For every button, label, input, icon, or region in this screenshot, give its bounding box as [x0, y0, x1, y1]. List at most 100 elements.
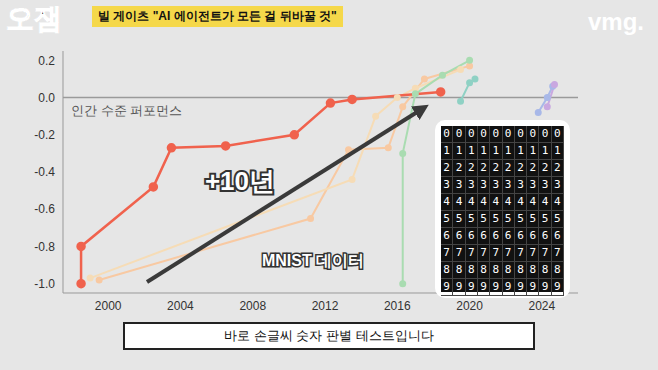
- svg-text:-0.2: -0.2: [34, 128, 55, 142]
- html-text:3: 3: [443, 178, 450, 191]
- html-text:0: 0: [541, 127, 549, 140]
- svg-text:-1.0: -1.0: [34, 277, 55, 291]
- html-text:1: 1: [541, 144, 549, 157]
- html-text:5: 5: [541, 212, 549, 225]
- html-text:4: 4: [554, 195, 561, 208]
- html-text:2: 2: [541, 161, 549, 174]
- html-text:오잼: 오잼: [6, 3, 62, 34]
- html-text:9 9: 9 9: [455, 280, 475, 293]
- html-text:2: 2: [443, 161, 450, 174]
- svg-text:0.0: 0.0: [38, 91, 55, 105]
- html-text:2 2: 2 2: [492, 161, 512, 174]
- html-text:5 5: 5 5: [492, 212, 512, 225]
- html-text:1: 1: [517, 144, 524, 157]
- html-text:8: 8: [554, 263, 561, 276]
- html-text:1: 1: [554, 144, 561, 157]
- html-text:9: 9: [541, 280, 549, 293]
- html-text:3: 3: [529, 178, 536, 191]
- html-text:3: 3: [554, 178, 561, 191]
- html-text:5: 5: [443, 212, 450, 225]
- html-text:0: 0: [529, 127, 536, 140]
- html-text:빌 게이츠 "AI 에이전트가 모든 걸 뒤바꿀 것": 빌 게이츠 "AI 에이전트가 모든 걸 뒤바꿀 것": [98, 9, 337, 23]
- html-text:vmg.: vmg.: [588, 8, 644, 35]
- html-text:9: 9: [517, 280, 524, 293]
- html-text:0 0: 0 0: [492, 127, 512, 140]
- html-text:4: 4: [443, 195, 450, 208]
- html-text:2: 2: [554, 161, 561, 174]
- html-text:3: 3: [517, 178, 524, 191]
- html-text:3 3: 3 3: [492, 178, 512, 191]
- html-text:5 5: 5 5: [455, 212, 475, 225]
- html-text:0: 0: [517, 127, 524, 140]
- html-text:0: 0: [443, 127, 450, 140]
- svg-text:-0.6: -0.6: [34, 202, 55, 216]
- html-text:9: 9: [443, 280, 450, 293]
- html-text:9: 9: [529, 280, 536, 293]
- svg-text:-0.4: -0.4: [34, 165, 55, 179]
- html-text:7: 7: [554, 246, 561, 259]
- svg-text:2004: 2004: [167, 299, 194, 313]
- html-text:5: 5: [529, 212, 536, 225]
- html-text:3: 3: [541, 178, 549, 191]
- html-text:8: 8: [541, 263, 549, 276]
- html-text:8: 8: [480, 263, 487, 276]
- html-text:7: 7: [529, 246, 536, 259]
- html-text:9: 9: [480, 280, 487, 293]
- html-text:8 8: 8 8: [455, 263, 475, 276]
- html-text:2: 2: [529, 161, 536, 174]
- svg-text:0.2: 0.2: [38, 54, 55, 68]
- html-text:4: 4: [480, 195, 487, 208]
- html-text:0: 0: [554, 127, 561, 140]
- html-text:7 7: 7 7: [492, 246, 512, 259]
- html-text:2: 2: [517, 161, 524, 174]
- svg-text:+10년: +10년: [205, 166, 275, 196]
- html-text:5: 5: [517, 212, 524, 225]
- html-text:0 0: 0 0: [455, 127, 475, 140]
- html-text:2: 2: [480, 161, 487, 174]
- html-text:8: 8: [529, 263, 536, 276]
- html-text:3 3: 3 3: [455, 178, 475, 191]
- html-text:7 7: 7 7: [455, 246, 475, 259]
- html-text:6: 6: [529, 229, 536, 242]
- html-text:0: 0: [480, 127, 487, 140]
- html-text:8: 8: [517, 263, 524, 276]
- html-text:6: 6: [443, 229, 450, 242]
- html-text:1 1: 1 1: [455, 144, 475, 157]
- html-text:9 9: 9 9: [492, 280, 512, 293]
- svg-text:2000: 2000: [95, 299, 122, 313]
- html-text:4: 4: [541, 195, 549, 208]
- html-text:3: 3: [480, 178, 487, 191]
- html-text:5: 5: [554, 212, 561, 225]
- html-text:1: 1: [443, 144, 450, 157]
- html-text:4 4: 4 4: [455, 195, 475, 208]
- html-text:8: 8: [443, 263, 450, 276]
- html-text:1: 1: [529, 144, 536, 157]
- html-text:6 6: 6 6: [492, 229, 512, 242]
- svg-text:MNIST 데이터: MNIST 데이터: [262, 252, 364, 269]
- html-text:7: 7: [480, 246, 487, 259]
- html-text:6: 6: [517, 229, 524, 242]
- svg-text:2016: 2016: [384, 299, 411, 313]
- svg-text:인간 수준 퍼포먼스: 인간 수준 퍼포먼스: [71, 103, 182, 118]
- html-text:7: 7: [541, 246, 549, 259]
- html-text:7: 7: [443, 246, 450, 259]
- html-text:1: 1: [480, 144, 487, 157]
- svg-text:2024: 2024: [529, 299, 556, 313]
- html-text:6: 6: [554, 229, 561, 242]
- html-text:6 6: 6 6: [455, 229, 475, 242]
- html-text:1 1: 1 1: [492, 144, 512, 157]
- html-text:7: 7: [517, 246, 524, 259]
- html-text:8 8: 8 8: [492, 263, 512, 276]
- svg-text:-0.8: -0.8: [34, 240, 55, 254]
- html-text:6: 6: [480, 229, 487, 242]
- svg-text:2008: 2008: [239, 299, 266, 313]
- svg-text:2020: 2020: [456, 299, 483, 313]
- html-text:5: 5: [480, 212, 487, 225]
- html-text:4 4: 4 4: [492, 195, 512, 208]
- svg-text:2012: 2012: [312, 299, 339, 313]
- html-text:바로 손글씨 숫자 판별 테스트입니다: 바로 손글씨 숫자 판별 테스트입니다: [224, 328, 434, 343]
- html-text:6: 6: [541, 229, 549, 242]
- html-text:2 2: 2 2: [455, 161, 475, 174]
- html-text:4: 4: [529, 195, 536, 208]
- html-text:4: 4: [517, 195, 524, 208]
